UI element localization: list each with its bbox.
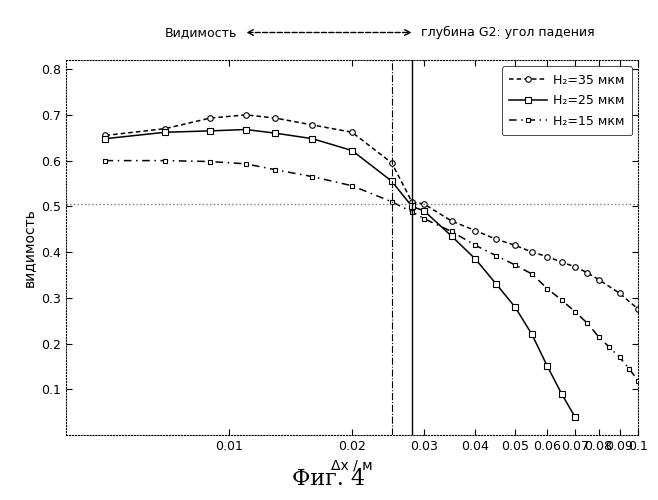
H₂=15 мкм xyxy=(309,174,316,180)
H₂=15 мкм xyxy=(528,271,536,277)
H₂=15 мкм xyxy=(101,158,109,164)
H₂=35 мкм xyxy=(571,264,579,270)
H₂=35 мкм xyxy=(101,132,109,138)
H₂=25 мкм xyxy=(161,130,169,136)
H₂=15 мкм xyxy=(348,183,356,189)
H₂=35 мкм xyxy=(511,242,519,248)
H₂=15 мкм xyxy=(388,199,395,205)
H₂=15 мкм xyxy=(558,297,566,303)
H₂=25 мкм xyxy=(471,256,479,262)
H₂=15 мкм xyxy=(206,158,214,164)
H₂=35 мкм xyxy=(241,112,249,118)
H₂=15 мкм xyxy=(511,262,519,268)
H₂=15 мкм xyxy=(492,252,500,258)
X-axis label: Δx / м: Δx / м xyxy=(331,458,373,472)
H₂=25 мкм xyxy=(528,332,536,338)
H₂=25 мкм xyxy=(544,364,551,370)
H₂=15 мкм xyxy=(420,216,428,222)
H₂=25 мкм xyxy=(388,178,395,184)
H₂=35 мкм xyxy=(528,249,536,255)
Text: глубина G2: угол падения: глубина G2: угол падения xyxy=(421,26,595,39)
H₂=25 мкм xyxy=(571,414,579,420)
H₂=15 мкм xyxy=(241,161,249,167)
Y-axis label: видимость: видимость xyxy=(21,208,36,287)
H₂=25 мкм xyxy=(511,304,519,310)
H₂=25 мкм xyxy=(348,148,356,154)
Text: Фиг. 4: Фиг. 4 xyxy=(292,468,366,490)
H₂=35 мкм xyxy=(420,201,428,207)
H₂=35 мкм xyxy=(595,276,603,282)
Text: Видимость: Видимость xyxy=(164,26,237,39)
Line: H₂=35 мкм: H₂=35 мкм xyxy=(103,112,641,312)
H₂=25 мкм xyxy=(101,136,109,141)
H₂=35 мкм xyxy=(616,290,624,296)
H₂=35 мкм xyxy=(348,130,356,136)
H₂=25 мкм xyxy=(492,281,500,287)
H₂=15 мкм xyxy=(595,334,603,340)
H₂=15 мкм xyxy=(625,366,633,372)
H₂=35 мкм xyxy=(544,254,551,260)
H₂=35 мкм xyxy=(388,160,395,166)
H₂=15 мкм xyxy=(161,158,169,164)
H₂=15 мкм xyxy=(571,308,579,314)
H₂=25 мкм xyxy=(206,128,214,134)
H₂=35 мкм xyxy=(583,270,591,276)
H₂=15 мкм xyxy=(408,209,416,215)
H₂=15 мкм xyxy=(471,242,479,248)
Line: H₂=15 мкм: H₂=15 мкм xyxy=(103,158,640,383)
H₂=35 мкм xyxy=(634,306,642,312)
H₂=35 мкм xyxy=(309,122,316,128)
H₂=15 мкм xyxy=(616,354,624,360)
H₂=15 мкм xyxy=(447,228,455,234)
H₂=35 мкм xyxy=(206,115,214,121)
H₂=15 мкм xyxy=(634,378,642,384)
H₂=35 мкм xyxy=(447,218,455,224)
H₂=15 мкм xyxy=(544,286,551,292)
H₂=25 мкм xyxy=(408,204,416,210)
H₂=25 мкм xyxy=(420,208,428,214)
H₂=35 мкм xyxy=(471,228,479,234)
H₂=15 мкм xyxy=(272,167,280,173)
H₂=25 мкм xyxy=(558,391,566,397)
Line: H₂=25 мкм: H₂=25 мкм xyxy=(103,126,578,420)
H₂=35 мкм xyxy=(558,259,566,265)
H₂=15 мкм xyxy=(583,320,591,326)
H₂=35 мкм xyxy=(492,236,500,242)
H₂=25 мкм xyxy=(241,126,249,132)
H₂=35 мкм xyxy=(161,126,169,132)
H₂=15 мкм xyxy=(605,344,613,350)
H₂=25 мкм xyxy=(272,130,280,136)
Legend: H₂=35 мкм, H₂=25 мкм, H₂=15 мкм: H₂=35 мкм, H₂=25 мкм, H₂=15 мкм xyxy=(502,66,632,135)
H₂=25 мкм xyxy=(309,136,316,141)
H₂=25 мкм xyxy=(447,233,455,239)
H₂=35 мкм xyxy=(408,199,416,205)
H₂=35 мкм xyxy=(272,115,280,121)
